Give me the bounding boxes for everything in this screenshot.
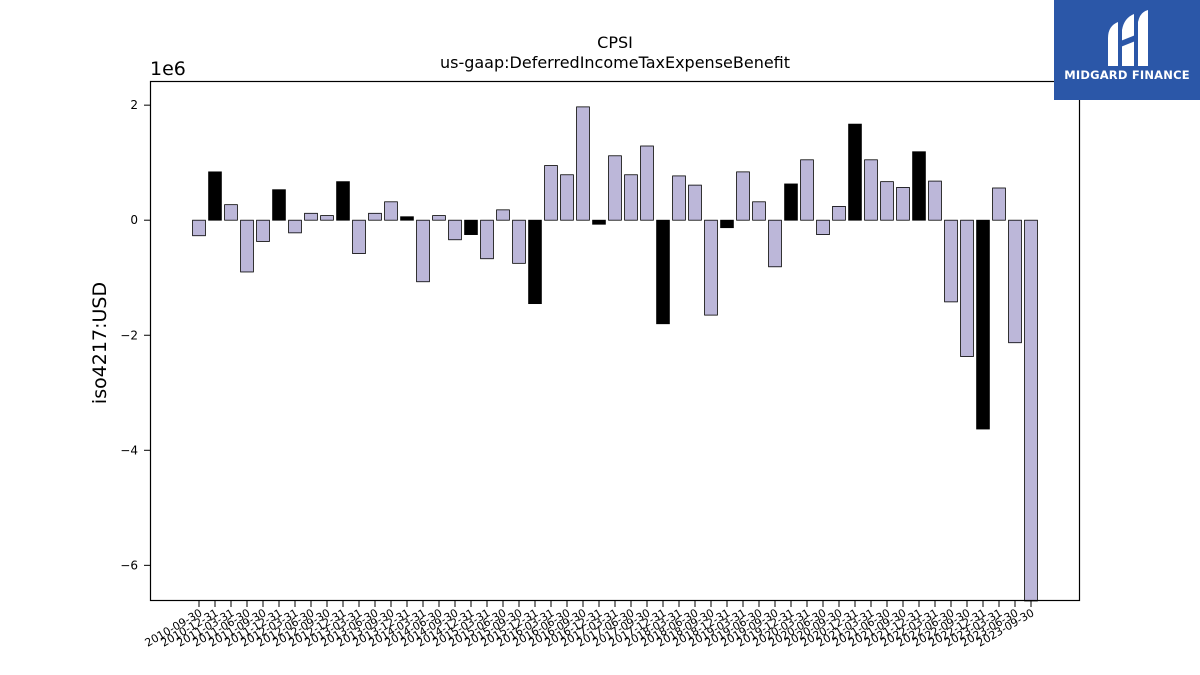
bar-2021-03-31 [864, 159, 878, 221]
bar-2013-09-30 [384, 201, 398, 221]
bar-2023-06-30 [1008, 219, 1022, 344]
y-tick-label: −6 [120, 558, 138, 572]
y-tick-label: −4 [120, 443, 138, 457]
bar-2020-09-30 [832, 205, 846, 221]
bar-2015-03-31 [480, 219, 494, 260]
y-axis: −6 −4 −2 0 2 [120, 98, 150, 572]
bar-2016-06-30 [560, 174, 574, 221]
chart-title: CPSI [597, 33, 633, 52]
bar-2015-12-31 [528, 219, 542, 305]
bar-2013-03-31 [352, 219, 366, 254]
bar-2012-09-30 [320, 215, 334, 221]
bar-2012-03-31 [288, 219, 302, 234]
bar-2021-06-30 [880, 181, 894, 221]
bar-2012-12-31 [336, 181, 350, 221]
bar-2020-06-30 [816, 219, 830, 235]
bar-2016-12-31 [592, 219, 606, 225]
bar-2012-06-30 [304, 212, 318, 221]
bar-2023-09-30 [1024, 219, 1038, 602]
bar-2014-12-31 [464, 219, 478, 235]
bar-2011-03-31 [224, 204, 238, 221]
bar-2020-12-31 [848, 123, 862, 221]
bar-2019-03-31 [736, 171, 750, 221]
bar-2017-12-31 [656, 219, 670, 325]
bar-2011-09-30 [256, 219, 270, 242]
bar-2017-03-31 [608, 155, 622, 221]
bar-2014-09-30 [448, 219, 462, 241]
bar-2020-03-31 [800, 159, 814, 221]
bar-2021-09-30 [896, 187, 910, 221]
bar-2018-03-31 [672, 175, 686, 221]
bar-2019-09-30 [768, 219, 782, 268]
plot-frame [149, 80, 1081, 602]
bar-2022-09-30 [960, 219, 974, 357]
bar-2011-12-31 [272, 189, 286, 221]
bar-2014-03-31 [416, 219, 430, 283]
bar-2016-09-30 [576, 106, 590, 221]
y-tick-label: 0 [130, 213, 138, 227]
y-tick-label: −2 [120, 328, 138, 342]
logo-mark-icon [1108, 10, 1148, 66]
bar-2022-03-31 [928, 180, 942, 221]
bar-2018-09-30 [704, 219, 718, 316]
y-axis-label: iso4217:USD [89, 282, 111, 404]
logo-text: MIDGARD FINANCE [1064, 68, 1190, 82]
bar-2021-12-31 [912, 151, 926, 221]
y-scale-label: 1e6 [150, 58, 186, 80]
y-tick-label: 2 [130, 98, 138, 112]
bar-2015-09-30 [512, 219, 526, 264]
bar-2014-06-30 [432, 215, 446, 221]
bar-2019-12-31 [784, 183, 798, 221]
bar-2018-12-31 [720, 219, 734, 229]
bar-2013-06-30 [368, 212, 382, 221]
midgard-finance-logo: MIDGARD FINANCE [1054, 0, 1200, 100]
bar-2017-06-30 [624, 174, 638, 221]
bar-2019-06-30 [752, 201, 766, 221]
bars-group [192, 106, 1038, 602]
chart-subtitle: us-gaap:DeferredIncomeTaxExpenseBenefit [440, 53, 790, 72]
bar-2018-06-30 [688, 184, 702, 221]
bar-2022-06-30 [944, 219, 958, 303]
bar-2017-09-30 [640, 145, 654, 221]
bar-2016-03-31 [544, 165, 558, 221]
x-axis: 2010-09-302010-12-312011-03-312011-06-30… [143, 601, 1037, 650]
bar-2022-12-31 [976, 219, 990, 430]
bar-2010-09-30 [192, 219, 206, 237]
bar-2015-06-30 [496, 209, 510, 221]
bar-2010-12-31 [208, 171, 222, 221]
bar-2011-06-30 [240, 219, 254, 273]
bar-2023-03-31 [992, 187, 1006, 221]
bar-2013-12-31 [400, 216, 414, 221]
